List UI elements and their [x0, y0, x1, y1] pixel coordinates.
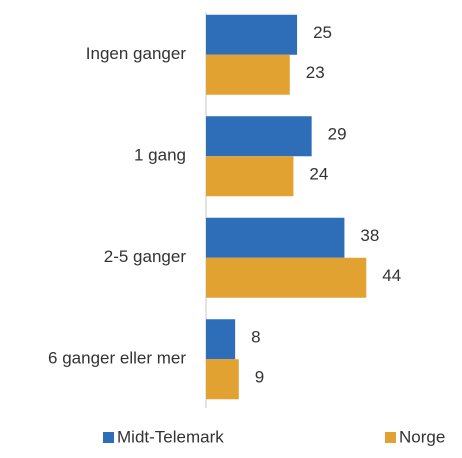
- data-label: 29: [328, 125, 347, 144]
- data-label: 38: [360, 226, 379, 245]
- legend-label: Midt-Telemark: [117, 427, 224, 446]
- y-tick-label: 1 gang: [134, 146, 186, 165]
- data-label: 44: [382, 266, 401, 285]
- data-label: 9: [255, 368, 264, 387]
- bar: [206, 359, 239, 400]
- bar: [206, 217, 345, 258]
- bar: [206, 156, 294, 197]
- data-label: 8: [251, 328, 260, 347]
- bar: [206, 116, 312, 157]
- legend-swatch: [385, 432, 396, 443]
- y-tick-label: Ingen ganger: [86, 44, 187, 63]
- y-tick-label: 2-5 ganger: [104, 247, 187, 266]
- bar: [206, 319, 236, 360]
- bar: [206, 14, 298, 55]
- data-label: 25: [313, 23, 332, 42]
- bar: [206, 257, 367, 298]
- legend-label: Norge: [399, 427, 445, 446]
- legend-swatch: [103, 432, 114, 443]
- y-tick-label: 6 ganger eller mer: [48, 349, 186, 368]
- data-label: 24: [309, 165, 328, 184]
- bar: [206, 54, 290, 95]
- data-label: 23: [306, 63, 325, 82]
